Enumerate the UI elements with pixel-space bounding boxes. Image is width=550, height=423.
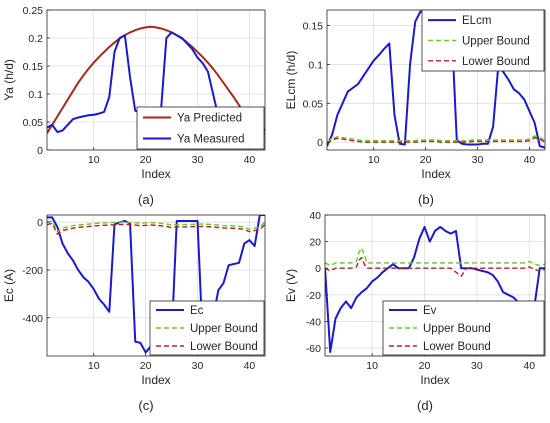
x-axis-label: Index [421, 167, 450, 181]
y-tick-label: 0 [37, 145, 43, 157]
chart-panel-3: 10 20 30 40 -400 -200 0 Index Ec (A) Ec Upper Boun… [2, 214, 266, 413]
axes-box [46, 214, 266, 357]
x-axis-label: Index [420, 373, 449, 387]
y-tick-label: 0.15 [23, 61, 44, 73]
x-tick-label: 10 [88, 360, 100, 372]
legend: ELcm Upper Bound Lower Bound [421, 9, 545, 72]
legend-label: Ya Predicted [177, 113, 242, 125]
y-tick-label: 0.1 [308, 59, 323, 71]
legend-label: Upper Bound [462, 36, 530, 48]
x-tick-label: 20 [420, 154, 432, 166]
series-line-3 [325, 256, 545, 277]
legend-label: Ec [190, 305, 204, 317]
x-tick-label: 40 [524, 154, 536, 166]
legend-box [136, 106, 265, 150]
legend: Ec Upper Bound Lower Bound [149, 300, 265, 356]
chart-panel-1: 10 20 30 40 0 0.05 0.1 0.15 0.2 0.25 Index Ya (h/d)… [2, 5, 266, 207]
x-tick-label: 20 [140, 154, 152, 166]
y-tick-label: 40 [309, 210, 321, 222]
axes-box [46, 9, 266, 151]
y-tick-label: -200 [22, 265, 43, 277]
series-line-1 [325, 225, 545, 354]
legend-label: Lower Bound [462, 56, 530, 68]
series-line-2 [325, 247, 545, 267]
x-tick-label: 40 [244, 360, 256, 372]
panel-caption: (c) [138, 398, 153, 413]
y-tick-label: 0.2 [28, 33, 43, 45]
legend-label: Ya Measured [177, 134, 245, 146]
series-line-3 [47, 222, 265, 235]
panel-caption: (d) [417, 398, 433, 413]
y-axis-label: Ya (h/d) [2, 59, 16, 101]
x-axis-label: Index [141, 167, 170, 181]
legend-label: Upper Bound [190, 323, 258, 335]
y-tick-label: 0.15 [303, 21, 324, 33]
axes-box [324, 214, 546, 357]
y-axis-label: ELcm (h/d) [284, 51, 298, 110]
y-axis-label: Ev (V) [284, 269, 298, 302]
legend-label: ELcm [462, 15, 491, 27]
x-tick-label: 20 [419, 360, 431, 372]
y-tick-label: 0.25 [23, 5, 44, 17]
panel-caption: (a) [138, 192, 154, 207]
legend-label: Upper Bound [423, 323, 491, 335]
y-tick-label: 0.1 [28, 89, 43, 101]
x-tick-label: 10 [368, 154, 380, 166]
chart-panel-2: 10 20 30 40 0 0.05 0.1 0.15 Index ELcm (h/d) ELcm U… [284, 9, 546, 207]
y-tick-label: 0.05 [303, 98, 324, 110]
x-axis-label: Index [141, 373, 170, 387]
x-tick-label: 30 [472, 154, 484, 166]
y-tick-label: -400 [22, 313, 43, 325]
series-line-2 [47, 220, 265, 233]
x-tick-label: 40 [244, 154, 256, 166]
x-tick-label: 20 [140, 360, 152, 372]
x-tick-label: 40 [523, 360, 535, 372]
series-group [325, 225, 545, 354]
y-tick-label: 20 [309, 237, 321, 249]
chart-panel-4: 10 20 30 40 -60 -40 -20 0 20 40 Index Ev (V) Ev Upper… [284, 210, 546, 413]
legend-label: Ev [423, 305, 437, 317]
y-tick-label: -20 [306, 290, 321, 302]
x-tick-label: 30 [192, 154, 204, 166]
x-tick-label: 30 [192, 360, 204, 372]
x-tick-label: 10 [88, 154, 100, 166]
y-tick-label: -40 [306, 316, 321, 328]
x-tick-label: 10 [366, 360, 378, 372]
legend-label: Lower Bound [190, 341, 258, 353]
legend: Ev Upper Bound Lower Bound [382, 300, 545, 356]
legend-label: Lower Bound [423, 341, 491, 353]
y-tick-label: 0.05 [23, 117, 44, 129]
legend: Ya Predicted Ya Measured [136, 106, 265, 150]
y-tick-label: 0 [37, 217, 43, 229]
panel-caption: (b) [418, 192, 434, 207]
y-tick-label: 0 [317, 137, 323, 149]
y-axis-label: Ec (A) [2, 269, 16, 302]
series-line-1 [47, 25, 265, 136]
x-tick-label: 30 [471, 360, 483, 372]
y-tick-label: 0 [315, 263, 321, 275]
y-tick-label: -60 [306, 343, 321, 355]
